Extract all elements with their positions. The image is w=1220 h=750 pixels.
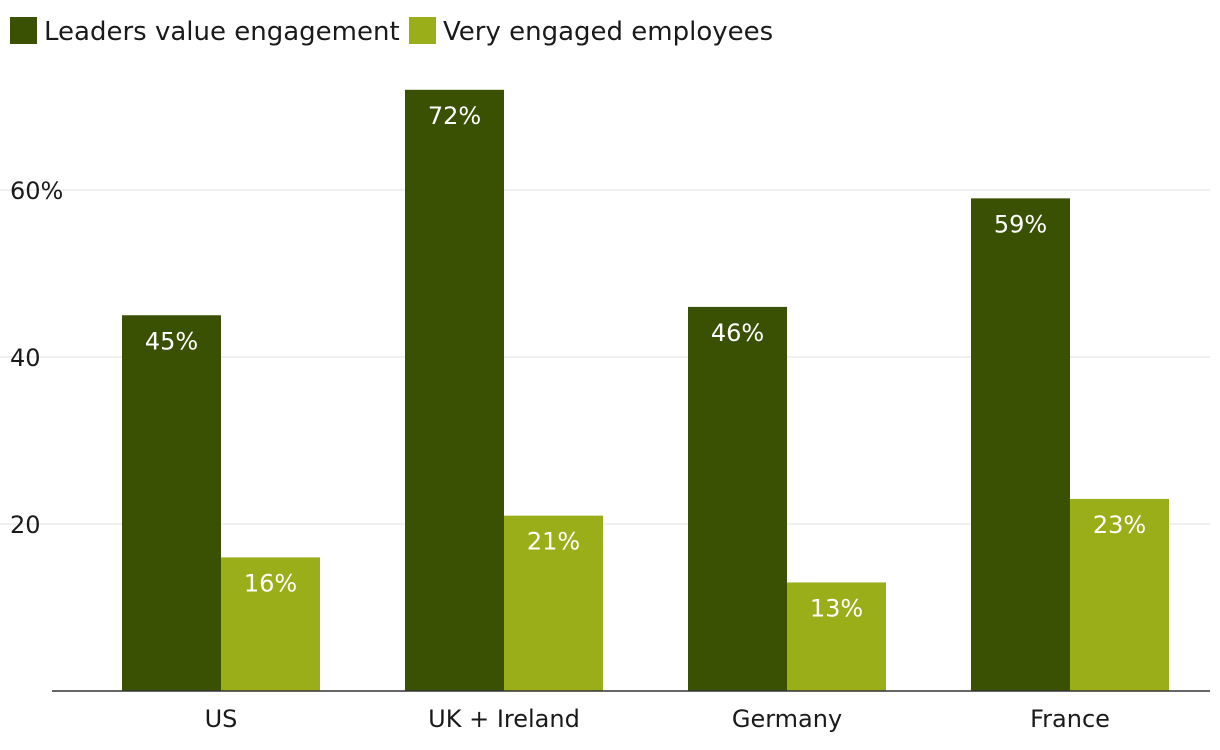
data-label: 46% [711, 319, 764, 347]
x-category-label: UK + Ireland [428, 705, 580, 733]
bar-employees-1 [504, 515, 603, 691]
data-label: 45% [145, 327, 198, 355]
legend-label-leaders: Leaders value engagement [44, 17, 400, 47]
data-label: 59% [994, 210, 1047, 238]
bar-leaders-1 [405, 89, 504, 692]
bar-employees-3 [1070, 498, 1169, 691]
data-label: 72% [428, 102, 481, 130]
legend-swatch-employees [409, 17, 436, 44]
data-label: 13% [810, 594, 863, 622]
y-tick-label: 20 [10, 511, 41, 539]
data-label: 16% [244, 569, 297, 597]
data-label: 23% [1093, 511, 1146, 539]
x-category-label: US [205, 705, 238, 733]
data-labels: 45% 16% 72% 21% 46% 13% 59% 23% [145, 102, 1146, 623]
y-tick-label: 40 [10, 344, 41, 372]
bar-employees-0 [221, 557, 320, 691]
x-category-label: France [1030, 705, 1110, 733]
y-tick-label: 60% [10, 177, 63, 205]
bars [122, 89, 1169, 692]
bar-leaders-3 [971, 198, 1070, 691]
legend-label-employees: Very engaged employees [443, 17, 773, 47]
x-category-label: Germany [732, 705, 842, 733]
legend: Leaders value engagement Very engaged emp… [10, 17, 773, 47]
y-axis-ticks: 20 40 60% [10, 177, 63, 539]
x-axis-categories: US UK + Ireland Germany France [205, 705, 1110, 733]
bar-leaders-0 [122, 315, 221, 691]
data-label: 21% [527, 528, 580, 556]
bar-employees-2 [787, 582, 886, 691]
legend-swatch-leaders [10, 17, 37, 44]
bar-leaders-2 [688, 306, 787, 691]
